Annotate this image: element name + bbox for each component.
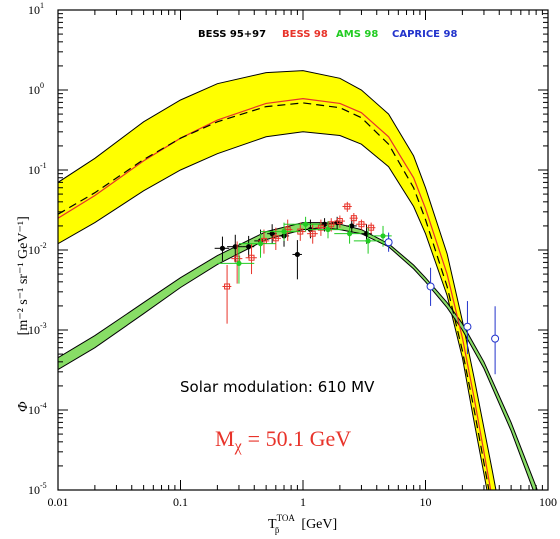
- y-tick-label: 100: [28, 81, 44, 97]
- data-point: [336, 218, 343, 225]
- data-point: [236, 260, 242, 266]
- y-axis-unit: [m⁻² s⁻¹ sr⁻¹ GeV⁻¹]: [16, 216, 31, 335]
- x-axis-title: TTOA p̄ [GeV]: [268, 513, 337, 535]
- x-tick-label: 10: [420, 495, 432, 509]
- data-point: [281, 228, 287, 235]
- data-point: [257, 241, 264, 247]
- legend-item-caprice-98: CAPRICE 98: [392, 29, 457, 40]
- data-point: [224, 283, 231, 290]
- data-point: [272, 235, 279, 242]
- dataset-bess-98: [222, 201, 376, 324]
- data-point: [234, 255, 241, 262]
- y-tick-label: 101: [28, 1, 44, 17]
- data-point: [463, 322, 472, 331]
- mass-subscript: χ: [234, 438, 243, 455]
- y-tick-exponent: 0: [40, 81, 44, 90]
- svg-text:Mχ= 50.1 GeV: Mχ = 50.1 GeV: [215, 426, 351, 455]
- dataset-ams-98: [217, 216, 392, 284]
- data-point: [368, 224, 375, 231]
- x-axis-sub: p̄: [275, 525, 280, 535]
- data-point: [317, 224, 324, 231]
- y-tick-exponent: -3: [40, 321, 47, 330]
- plot-area: [58, 70, 538, 490]
- axis-ticks: [57, 10, 548, 491]
- y-axis-symbol: Φ: [16, 401, 31, 412]
- data-point: [248, 254, 255, 261]
- y-tick-label: 10-5: [28, 481, 47, 497]
- y-tick-exponent: -1: [40, 161, 47, 170]
- data-point: [349, 223, 355, 229]
- legend-item-ams-98: AMS 98: [336, 29, 378, 40]
- data-point: [246, 244, 252, 250]
- data-point: [309, 230, 316, 237]
- y-axis-title: Φ [m⁻² s⁻¹ sr⁻¹ GeV⁻¹]: [16, 216, 31, 412]
- data-point: [426, 282, 435, 291]
- data-point: [380, 233, 386, 239]
- x-tick-label: 0.01: [48, 495, 69, 509]
- y-tick-exponent: 1: [40, 1, 44, 10]
- dataset-caprice-98: [384, 232, 500, 375]
- data-point: [219, 245, 226, 251]
- solar-modulation-annotation: Solar modulation: 610 MV: [180, 378, 375, 396]
- data-point: [294, 251, 300, 258]
- x-axis-symbol: T: [268, 517, 277, 532]
- data-point: [325, 226, 331, 233]
- mass-label: Mχ = 50.1 GeV: [215, 426, 351, 455]
- data-point: [384, 238, 393, 247]
- x-axis-unit: [GeV]: [301, 517, 337, 532]
- x-tick-label: 100: [539, 495, 557, 509]
- x-tick-label: 1: [300, 495, 306, 509]
- data-point: [491, 334, 500, 343]
- x-axis-sup: TOA: [277, 513, 296, 523]
- data-point: [358, 221, 365, 228]
- data-point: [328, 221, 335, 228]
- y-tick-exponent: -5: [40, 481, 47, 490]
- legend: BESS 95+97 BESS 98 AMS 98 CAPRICE 98: [198, 29, 457, 40]
- data-point: [302, 221, 309, 227]
- mass-symbol: M: [215, 426, 235, 451]
- legend-item-bess-98: BESS 98: [282, 29, 328, 40]
- data-point: [350, 215, 357, 222]
- y-tick-exponent: -4: [40, 401, 47, 410]
- data-point: [269, 231, 275, 237]
- y-tick-exponent: -2: [40, 241, 47, 250]
- band-yellow: [58, 70, 497, 490]
- data-point: [232, 244, 238, 250]
- svg-text:Φ[m⁻² s⁻¹ sr⁻¹ GeV⁻¹]: Φ [m⁻² s⁻¹ sr⁻¹ GeV⁻¹]: [16, 216, 31, 412]
- x-tick-label: 0.1: [173, 495, 188, 509]
- series-line-dashed: [58, 102, 490, 490]
- legend-item-bess-95-97: BESS 95+97: [198, 29, 266, 40]
- data-point: [346, 231, 353, 237]
- data-point: [344, 203, 351, 210]
- data-point: [365, 238, 371, 244]
- mass-value: = 50.1 GeV: [248, 426, 352, 451]
- y-tick-label: 10-1: [28, 161, 47, 177]
